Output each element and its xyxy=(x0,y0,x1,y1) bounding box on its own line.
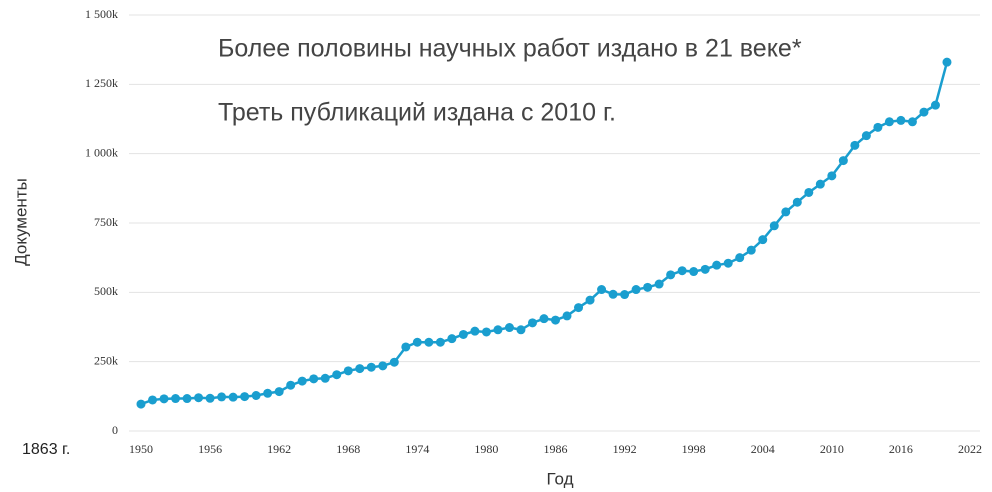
y-tick-label: 250k xyxy=(94,353,118,367)
x-tick-label: 1974 xyxy=(405,442,429,456)
point xyxy=(401,342,411,352)
point xyxy=(527,318,537,328)
x-tick-label: 1968 xyxy=(336,442,360,456)
y-tick-label: 750k xyxy=(94,215,118,229)
point xyxy=(677,266,687,276)
point xyxy=(435,337,445,347)
point xyxy=(838,156,848,166)
point xyxy=(597,285,607,295)
x-tick-label: 2016 xyxy=(889,442,913,456)
point xyxy=(481,327,491,337)
annotation: Более половины научных работ издано в 21… xyxy=(218,35,802,63)
point xyxy=(631,285,641,295)
annotation: 1863 г. xyxy=(22,441,70,458)
x-tick-label: 1950 xyxy=(129,442,153,456)
point xyxy=(907,117,917,127)
x-tick-label: 1980 xyxy=(474,442,498,456)
point xyxy=(792,197,802,207)
point xyxy=(136,399,146,409)
annotation: Треть публикаций издана с 2010 г. xyxy=(218,99,616,127)
point xyxy=(194,393,204,403)
point xyxy=(228,392,238,402)
point xyxy=(758,235,768,245)
point xyxy=(735,253,745,263)
x-tick-label: 1986 xyxy=(544,442,568,456)
x-tick-label: 2004 xyxy=(751,442,775,456)
point xyxy=(781,207,791,217)
point xyxy=(654,279,664,289)
point xyxy=(148,395,158,405)
point xyxy=(274,387,284,397)
point xyxy=(263,388,273,398)
x-tick-label: 1998 xyxy=(682,442,706,456)
point xyxy=(470,326,480,336)
x-axis-label: Год xyxy=(546,469,573,488)
point xyxy=(182,394,192,404)
point xyxy=(643,282,653,292)
y-tick-label: 1 250k xyxy=(85,76,118,90)
point xyxy=(366,362,376,372)
x-tick-label: 1962 xyxy=(267,442,291,456)
point xyxy=(700,264,710,274)
point xyxy=(251,391,261,401)
point xyxy=(666,270,676,280)
point xyxy=(942,57,952,67)
point xyxy=(815,179,825,189)
point xyxy=(378,361,388,371)
point xyxy=(712,260,722,270)
point xyxy=(493,325,503,335)
point xyxy=(516,325,526,335)
x-tick-label: 2010 xyxy=(820,442,844,456)
point xyxy=(309,374,319,384)
point xyxy=(723,258,733,268)
point xyxy=(919,107,929,117)
point xyxy=(827,171,837,181)
point xyxy=(850,140,860,150)
point xyxy=(217,392,227,402)
point xyxy=(873,122,883,132)
point xyxy=(562,311,572,321)
point xyxy=(574,303,584,313)
point xyxy=(171,394,181,404)
point xyxy=(343,366,353,376)
point xyxy=(551,315,560,325)
y-tick-label: 1 000k xyxy=(85,145,118,159)
point xyxy=(286,380,296,390)
point xyxy=(504,323,514,333)
point xyxy=(620,290,630,300)
point xyxy=(205,393,215,403)
y-tick-label: 500k xyxy=(94,284,118,298)
point xyxy=(355,364,365,374)
y-tick-label: 1 500k xyxy=(85,7,118,21)
y-tick-label: 0 xyxy=(112,423,118,437)
point xyxy=(746,245,756,255)
point xyxy=(424,337,434,347)
x-tick-label: 1992 xyxy=(613,442,637,456)
point xyxy=(896,115,906,125)
point xyxy=(297,376,307,386)
point xyxy=(240,392,250,402)
point xyxy=(539,314,549,324)
point xyxy=(769,221,779,231)
point xyxy=(389,357,399,367)
x-tick-label: 2022 xyxy=(958,442,982,456)
point xyxy=(159,394,169,404)
point xyxy=(608,289,618,299)
point xyxy=(320,373,330,383)
point xyxy=(585,295,595,305)
point xyxy=(458,329,468,339)
point xyxy=(689,267,699,277)
x-tick-label: 1956 xyxy=(198,442,222,456)
point xyxy=(332,370,342,380)
point xyxy=(412,337,422,347)
point xyxy=(447,334,457,344)
point xyxy=(804,187,814,197)
point xyxy=(930,100,940,110)
point xyxy=(884,117,894,127)
y-axis-label: Документы xyxy=(11,178,30,266)
point xyxy=(861,131,871,141)
